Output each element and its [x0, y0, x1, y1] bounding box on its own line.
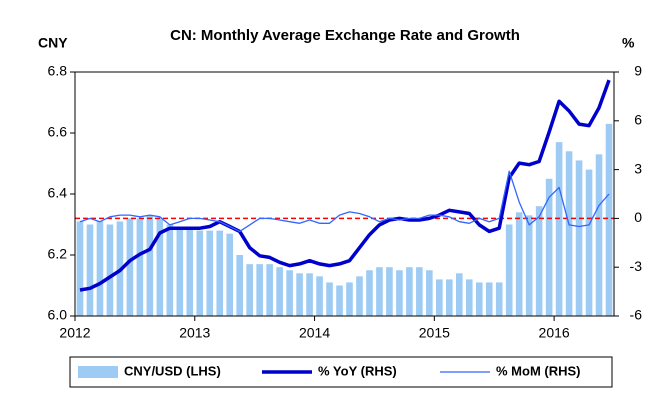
bar	[96, 221, 104, 316]
plot-frame	[74, 71, 615, 317]
y-tick-label: 6.2	[48, 246, 68, 262]
legend-label: CNY/USD (LHS)	[124, 363, 221, 378]
bar	[346, 282, 353, 316]
bar	[146, 215, 154, 316]
bar	[236, 255, 243, 316]
y2-tick-label: -3	[630, 258, 643, 274]
y2-tick-label: 6	[634, 112, 642, 128]
x-tick-label: 2016	[539, 325, 570, 341]
legend-box	[69, 356, 613, 388]
bar	[266, 264, 273, 316]
bar	[505, 224, 513, 316]
bar	[585, 169, 593, 316]
bar	[416, 267, 423, 316]
y-tick-label: 6.4	[48, 185, 68, 201]
bar	[216, 230, 224, 316]
bar	[286, 270, 293, 316]
bar	[186, 227, 194, 316]
y-tick-label: 6.0	[48, 307, 68, 323]
bar	[226, 233, 234, 316]
bar	[366, 270, 373, 316]
bar	[156, 218, 164, 316]
y2-tick-label: -6	[630, 307, 643, 323]
bar	[136, 218, 144, 316]
bar	[106, 224, 114, 316]
bar	[166, 224, 174, 316]
bar	[256, 264, 263, 316]
bar	[386, 267, 393, 316]
bar	[196, 230, 204, 316]
bar	[396, 270, 403, 316]
bar	[595, 154, 603, 316]
bar	[336, 285, 343, 316]
y2-axis-label: %	[622, 35, 635, 51]
bar	[306, 273, 313, 316]
line	[79, 79, 611, 292]
bar	[475, 282, 483, 316]
legend-swatch	[78, 366, 118, 378]
legend-label: % YoY (RHS)	[318, 363, 397, 378]
legend-label: % MoM (RHS)	[496, 363, 581, 378]
bar	[426, 270, 433, 316]
bar	[316, 276, 323, 316]
bar	[446, 279, 453, 316]
bar	[276, 267, 283, 316]
bar	[465, 279, 473, 316]
x-tick-label: 2014	[299, 325, 330, 341]
bar	[176, 227, 184, 316]
bar	[555, 142, 563, 316]
x-tick-label: 2012	[59, 325, 90, 341]
bar	[76, 221, 84, 316]
bar	[86, 224, 94, 316]
y-tick-label: 6.8	[48, 63, 68, 79]
bar	[525, 215, 533, 316]
bar	[376, 267, 383, 316]
bar	[326, 282, 333, 316]
x-tick-label: 2015	[419, 325, 450, 341]
bar	[436, 279, 443, 316]
y-axis-label: CNY	[38, 35, 68, 51]
y2-tick-label: 0	[634, 209, 642, 225]
x-tick-label: 2013	[179, 325, 210, 341]
line	[79, 170, 610, 233]
bar	[515, 212, 523, 316]
bar	[565, 151, 573, 316]
bar	[126, 218, 134, 316]
bar	[545, 178, 553, 316]
chart-title: CN: Monthly Average Exchange Rate and Gr…	[170, 27, 520, 44]
bar	[206, 230, 214, 316]
bar	[296, 273, 303, 316]
bar	[535, 206, 543, 316]
bar	[246, 264, 253, 316]
bar	[485, 282, 493, 316]
y-tick-label: 6.6	[48, 124, 68, 140]
bar	[495, 282, 503, 316]
bar	[605, 123, 613, 316]
y2-tick-label: 3	[634, 160, 642, 176]
bar	[356, 276, 363, 316]
bar	[406, 267, 413, 316]
bar	[455, 273, 463, 316]
bar	[575, 160, 583, 316]
y2-tick-label: 9	[634, 63, 642, 79]
